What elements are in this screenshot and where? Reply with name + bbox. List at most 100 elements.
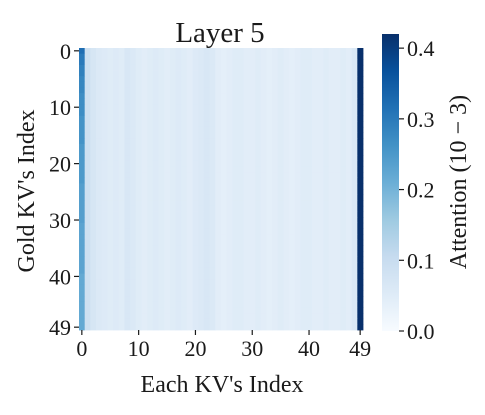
heatmap-cell (318, 127, 324, 133)
heatmap-cell (329, 59, 335, 65)
heatmap-cell (204, 200, 210, 206)
heatmap-cell (249, 99, 255, 105)
heatmap-cell (181, 206, 187, 212)
heatmap-cell (278, 257, 284, 263)
heatmap-cell (301, 200, 307, 206)
heatmap-cell (90, 319, 96, 325)
heatmap-cell (119, 313, 125, 319)
heatmap-cell (124, 257, 130, 263)
heatmap-cell (261, 189, 267, 195)
heatmap-cell (323, 234, 329, 240)
heatmap-cell (187, 285, 193, 291)
heatmap-cell (329, 228, 335, 234)
heatmap-cell (306, 82, 312, 88)
heatmap-cell (85, 110, 91, 116)
heatmap-cell (187, 116, 193, 122)
heatmap-cell (346, 223, 352, 229)
heatmap-cell (278, 48, 284, 54)
heatmap-cell (329, 245, 335, 251)
heatmap-cell (352, 71, 358, 77)
heatmap-cell (113, 251, 119, 257)
heatmap-cell (335, 121, 341, 127)
heatmap-cell (215, 104, 221, 110)
heatmap-cell (187, 274, 193, 280)
x-tick-label: 49 (349, 336, 371, 361)
heatmap-cell (238, 155, 244, 161)
heatmap-cell (204, 183, 210, 189)
heatmap-cell (261, 195, 267, 201)
heatmap-cell (147, 87, 153, 93)
heatmap-cell (107, 99, 113, 105)
heatmap-cell (141, 291, 147, 297)
heatmap-cell (244, 133, 250, 139)
heatmap-cell (312, 291, 318, 297)
heatmap-cell (295, 121, 301, 127)
heatmap-cell (227, 262, 233, 268)
heatmap-cell (119, 296, 125, 302)
heatmap-cell (227, 217, 233, 223)
heatmap-cell (215, 189, 221, 195)
heatmap-cell (113, 76, 119, 82)
heatmap-cell (352, 200, 358, 206)
heatmap-cell (261, 76, 267, 82)
heatmap-cell (255, 133, 261, 139)
heatmap-cell (198, 234, 204, 240)
heatmap-cell (329, 48, 335, 54)
heatmap-cell (255, 172, 261, 178)
heatmap-cell (227, 240, 233, 246)
heatmap-cell (198, 150, 204, 156)
heatmap-cell (335, 82, 341, 88)
heatmap-cell (266, 178, 272, 184)
heatmap-cell (193, 87, 199, 93)
heatmap-cell (170, 223, 176, 229)
heatmap-cell (96, 144, 102, 150)
heatmap-cell (335, 116, 341, 122)
heatmap-cell (283, 99, 289, 105)
heatmap-cell (119, 274, 125, 280)
heatmap-cell (352, 65, 358, 71)
heatmap-cell (147, 127, 153, 133)
heatmap-cell (289, 268, 295, 274)
heatmap-cell (329, 178, 335, 184)
heatmap-cell (221, 302, 227, 308)
heatmap-cell (249, 76, 255, 82)
heatmap-cell (329, 195, 335, 201)
heatmap-cell (119, 195, 125, 201)
heatmap-cell (227, 228, 233, 234)
heatmap-cell (335, 212, 341, 218)
heatmap-cell (215, 212, 221, 218)
heatmap-cell (346, 307, 352, 313)
heatmap-cell (102, 234, 108, 240)
heatmap-cell (215, 178, 221, 184)
heatmap-cell (193, 240, 199, 246)
heatmap-cell (352, 172, 358, 178)
heatmap-cell (210, 87, 216, 93)
heatmap-cell (255, 71, 261, 77)
heatmap-cell (96, 138, 102, 144)
heatmap-cell (289, 195, 295, 201)
heatmap-cell (352, 274, 358, 280)
heatmap-cell (318, 279, 324, 285)
heatmap-cell (153, 245, 159, 251)
heatmap-cell (227, 183, 233, 189)
heatmap-cell (221, 245, 227, 251)
heatmap-cell (136, 54, 142, 60)
heatmap-cell (90, 172, 96, 178)
heatmap-cell (306, 240, 312, 246)
heatmap-cell (96, 307, 102, 313)
heatmap-cell (221, 116, 227, 122)
heatmap-cell (249, 302, 255, 308)
heatmap-cell (272, 268, 278, 274)
heatmap-cell (340, 296, 346, 302)
heatmap-cell (102, 104, 108, 110)
heatmap-cell (244, 257, 250, 263)
heatmap-cell (232, 279, 238, 285)
heatmap-cell (261, 166, 267, 172)
heatmap-cell (295, 262, 301, 268)
heatmap-cell (352, 161, 358, 167)
heatmap-cell (255, 223, 261, 229)
heatmap-cell (352, 291, 358, 297)
heatmap-cell (232, 155, 238, 161)
heatmap-cell (238, 116, 244, 122)
heatmap-cell (90, 178, 96, 184)
